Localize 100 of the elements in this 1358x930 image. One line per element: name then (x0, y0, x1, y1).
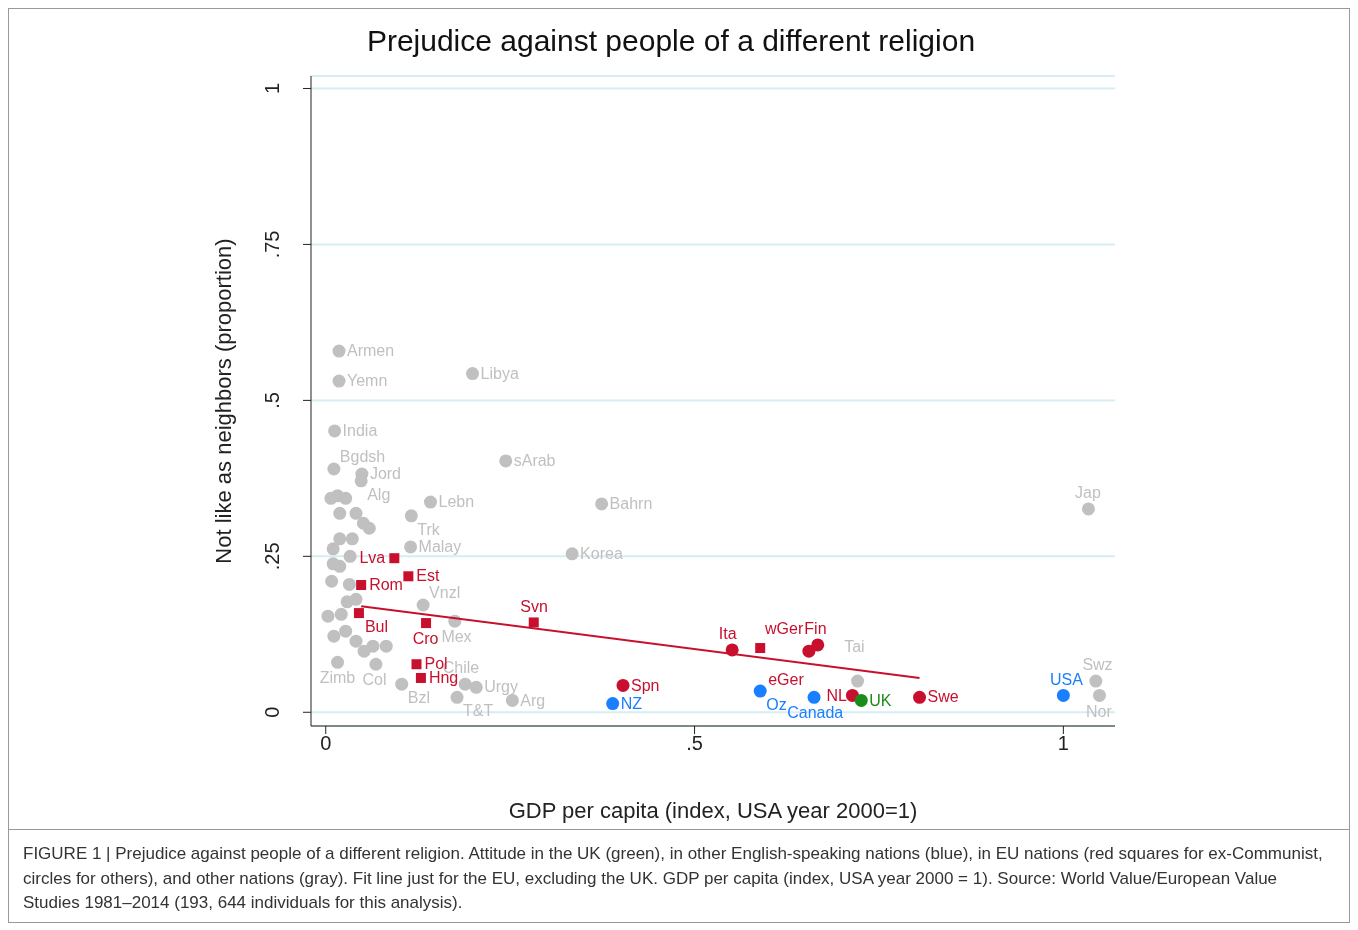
annotation: Bahrn (609, 495, 653, 513)
point (326, 542, 340, 556)
point (342, 577, 356, 591)
point (807, 690, 821, 704)
annotation: Bzl (407, 689, 430, 707)
point (404, 509, 418, 523)
point (1081, 502, 1095, 516)
annotation: Swz (1082, 656, 1113, 674)
point (753, 684, 767, 698)
point (416, 598, 430, 612)
point (331, 655, 345, 669)
point (356, 580, 367, 591)
caption: FIGURE 1 | Prejudice against people of a different religion. Attitude in the UK (green), in other English-speaking nations (blue), in EU nations (red squares for ex-Communist, circles for others), and other nations (gray). Fit line just for the EU, excluding the UK. GDP per capita (index, USA year 2000 = 1). Source: World Value/European Value Studies 1981–2014 (193, 644 individuals for this analysis). (9, 829, 1349, 922)
point (1093, 688, 1107, 702)
point (349, 506, 363, 520)
point (343, 549, 357, 563)
annotation: India (342, 422, 378, 440)
point (353, 608, 364, 619)
point (528, 617, 539, 628)
y-tick-label: .75 (261, 230, 283, 259)
annotation: Cro (412, 630, 439, 648)
point (469, 680, 483, 694)
x-tick-label: .5 (686, 732, 703, 755)
y-tick-label: .5 (261, 392, 283, 409)
x-tick-label: 1 (1057, 732, 1069, 755)
annotation: Lebn (438, 493, 475, 511)
annotation: NL (826, 686, 848, 704)
annotation: Canada (787, 704, 844, 722)
point (450, 690, 464, 704)
point (362, 521, 376, 535)
annotation: Urgy (484, 678, 519, 696)
annotation: Alg (367, 485, 391, 503)
point (755, 643, 766, 654)
point (379, 639, 393, 653)
annotation: Bgdsh (339, 448, 386, 466)
annotation: Armen (347, 342, 395, 360)
point (332, 374, 346, 388)
annotation: UK (869, 691, 892, 709)
point (802, 644, 816, 658)
point (466, 367, 480, 381)
point (333, 532, 347, 546)
x-tick-label: 0 (320, 732, 332, 755)
annotation: T&T (463, 702, 494, 720)
annotation: Jap (1075, 484, 1101, 502)
annotation: Rom (369, 576, 403, 594)
annotation: NZ (620, 694, 643, 712)
annotation: Oz (766, 696, 787, 714)
point (389, 553, 400, 564)
point (423, 495, 437, 509)
annotation: sArab (513, 452, 556, 469)
point (328, 424, 342, 438)
x-axis-title: GDP per capita (index, USA year 2000=1) (508, 798, 918, 823)
annotation: Bul (364, 618, 389, 636)
point (1089, 674, 1103, 688)
annotation: Trk (417, 520, 441, 538)
annotation: Nor (1086, 702, 1113, 720)
annotation: Libya (480, 364, 519, 382)
point (913, 690, 927, 704)
annotation: Spn (631, 676, 660, 694)
point (339, 491, 353, 505)
annotation: Col (362, 671, 387, 689)
point (811, 638, 825, 652)
annotation: wGer (764, 620, 804, 638)
annotation: Svn (520, 597, 548, 615)
point (327, 462, 341, 476)
point (354, 474, 368, 488)
annotation: Jord (369, 465, 402, 483)
annotation: Yemn (347, 372, 388, 390)
y-axis-title: Not like as neighbors (proportion) (210, 238, 236, 564)
point (369, 657, 383, 671)
point (349, 634, 363, 648)
point (339, 624, 353, 638)
y-tick-label: .25 (261, 542, 283, 571)
annotation: eGer (768, 671, 805, 689)
point (616, 678, 630, 692)
chart-title: Prejudice against people of a different religion (366, 24, 976, 57)
y-tick-label: 1 (261, 82, 283, 95)
y-tick-label: 0 (261, 706, 283, 718)
point (327, 629, 341, 643)
point (1056, 688, 1070, 702)
point (334, 607, 348, 621)
point (606, 697, 620, 711)
annotation: Fin (804, 620, 827, 638)
point (403, 571, 414, 582)
annotation: Lva (359, 549, 386, 567)
annotation: Est (416, 567, 441, 585)
point (340, 595, 354, 609)
annotation: Ita (718, 625, 737, 643)
point (345, 532, 359, 546)
annotation: Mex (441, 628, 472, 646)
point (499, 454, 513, 468)
point (565, 547, 579, 561)
annotation: Malay (418, 538, 462, 556)
point (321, 609, 335, 623)
point (595, 497, 609, 511)
point (366, 639, 380, 653)
annotation: Arg (520, 691, 546, 709)
annotation: Tai (844, 638, 865, 656)
annotation: Swe (927, 688, 959, 706)
point (333, 506, 347, 520)
